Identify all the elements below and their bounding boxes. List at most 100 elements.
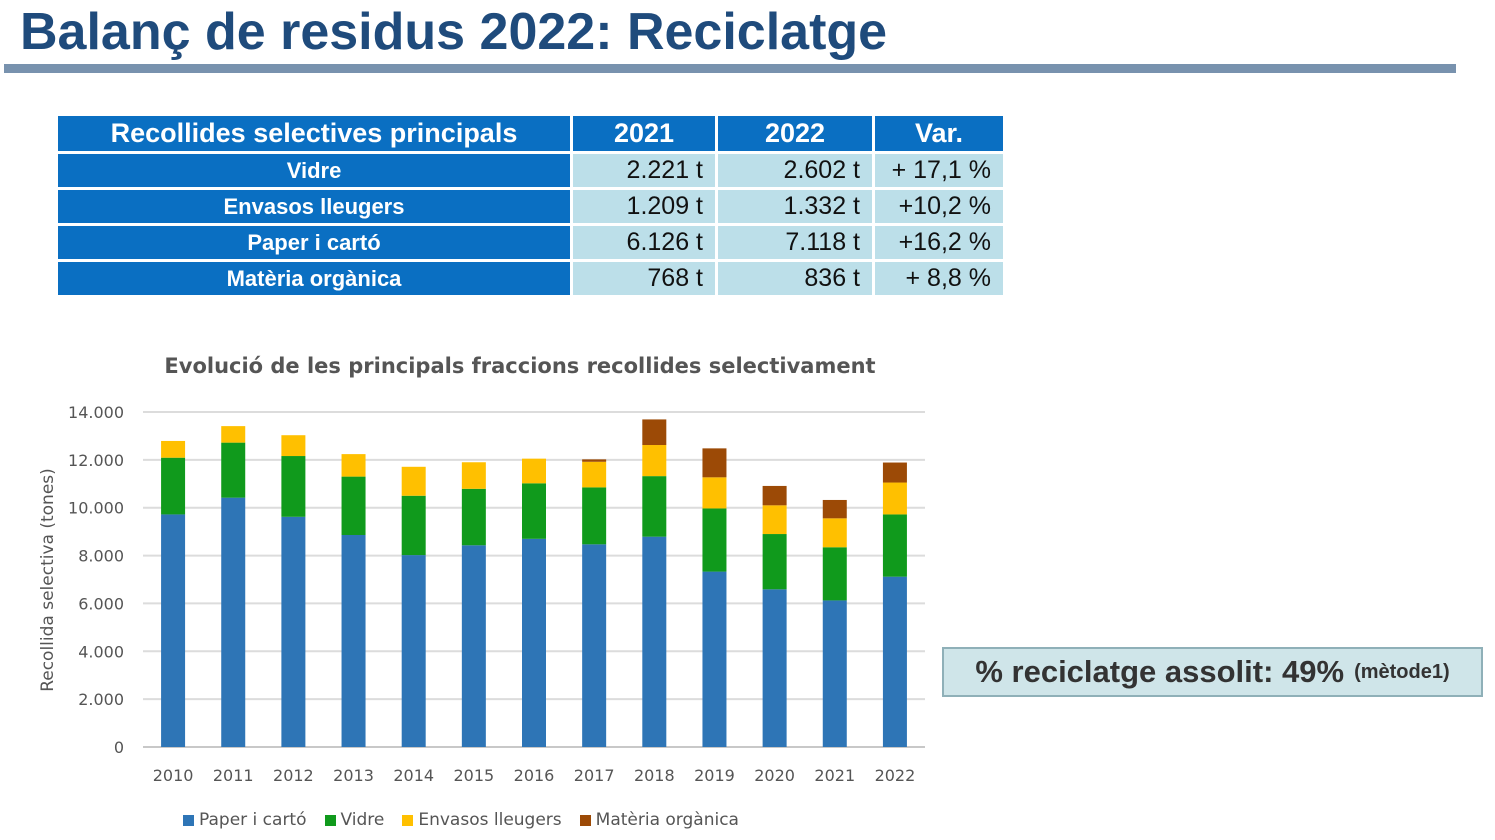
y-tick-label: 10.000: [68, 499, 124, 518]
bar-segment-paper-i-cart-: [522, 538, 546, 747]
value-2021: 1.209 t: [573, 190, 715, 223]
selective-collection-table: Recollides selectives principals 2021 20…: [55, 113, 1006, 298]
legend-swatch: [402, 814, 414, 826]
bar-segment-vidre: [582, 487, 607, 545]
legend-item: Matèria orgànica: [579, 810, 739, 830]
value-var: +10,2 %: [875, 190, 1003, 223]
bar-segment-vidre: [341, 476, 366, 535]
chart-title: Evolució de les principals fraccions rec…: [164, 354, 876, 378]
x-tick-label: 2013: [333, 766, 374, 785]
value-var: +16,2 %: [875, 226, 1003, 259]
row-label: Matèria orgànica: [58, 262, 570, 295]
value-2022: 1.332 t: [718, 190, 872, 223]
x-tick-label: 2016: [514, 766, 555, 785]
x-tick-label: 2015: [453, 766, 494, 785]
value-2021: 2.221 t: [573, 154, 715, 187]
page-title: Balanç de residus 2022: Reciclatge: [20, 3, 888, 61]
bar-segment-vidre: [161, 457, 186, 515]
bar-segment-paper-i-cart-: [582, 544, 607, 747]
value-2021: 6.126 t: [573, 226, 715, 259]
bar-segment-vidre: [221, 442, 246, 498]
table-row: Matèria orgànica 768 t 836 t + 8,8 %: [58, 262, 1003, 295]
bar-segment-paper-i-cart-: [882, 576, 907, 747]
x-tick-label: 2012: [273, 766, 314, 785]
x-tick-label: 2011: [213, 766, 254, 785]
bar-segment-envasos-lleugers: [461, 462, 486, 489]
value-2022: 2.602 t: [718, 154, 872, 187]
bar-segment-envasos-lleugers: [762, 505, 787, 535]
bar-segment-envasos-lleugers: [221, 426, 246, 443]
stacked-bar-chart: 0 2.000 4.000 6.000 8.000 10.000 12.000 14.000 2…: [68, 403, 925, 785]
table-row: Envasos lleugers 1.209 t 1.332 t +10,2 %: [58, 190, 1003, 223]
bar-segment-vidre: [522, 483, 546, 539]
recycling-rate: % reciclatge assolit: 49%: [975, 654, 1345, 689]
bar-segment-envasos-lleugers: [582, 461, 607, 488]
bar-segment-paper-i-cart-: [281, 516, 306, 747]
column-header: 2022: [718, 116, 872, 151]
legend-label: Vidre: [340, 810, 385, 830]
bar-segment-mat-ria-org-nica: [702, 448, 727, 478]
y-tick-label: 12.000: [68, 451, 124, 470]
legend-item: Paper i cartó: [183, 810, 307, 830]
bar-segment-envasos-lleugers: [161, 440, 186, 458]
chart-legend: Paper i cartó Vidre Envasos lleugers Matèri…: [183, 810, 739, 830]
recycling-rate-box: % reciclatge assolit: 49% (mètode1): [942, 647, 1483, 697]
legend-swatch: [183, 814, 194, 826]
bar-segment-vidre: [281, 456, 306, 517]
bar-segment-envasos-lleugers: [882, 482, 907, 515]
x-tick-label: 2019: [694, 766, 735, 785]
x-tick-label: 2014: [393, 766, 434, 785]
bar-segment-envasos-lleugers: [281, 435, 306, 457]
bar-segment-envasos-lleugers: [822, 518, 847, 548]
bar-segment-envasos-lleugers: [642, 445, 667, 477]
bar-segment-paper-i-cart-: [161, 514, 186, 747]
x-tick-label: 2021: [814, 766, 855, 785]
bar-segment-vidre: [882, 514, 907, 577]
table-row: Paper i cartó 6.126 t 7.118 t +16,2 %: [58, 226, 1003, 259]
bar-segment-paper-i-cart-: [341, 534, 366, 747]
bar-segment-vidre: [461, 488, 486, 546]
bar-segment-envasos-lleugers: [341, 454, 366, 477]
bar-segment-vidre: [401, 495, 426, 556]
bar-segment-vidre: [642, 476, 667, 537]
bar-segment-paper-i-cart-: [642, 536, 667, 747]
title-divider: [4, 64, 1456, 73]
table-header-row: Recollides selectives principals 2021 20…: [58, 116, 1003, 151]
y-tick-label: 6.000: [78, 594, 124, 613]
row-label: Envasos lleugers: [58, 190, 570, 223]
value-var: + 17,1 %: [875, 154, 1003, 187]
x-tick-label: 2020: [754, 766, 795, 785]
y-tick-label: 8.000: [78, 547, 124, 566]
x-tick-label: 2022: [875, 766, 916, 785]
y-tick-label: 4.000: [78, 642, 124, 661]
bar-segment-envasos-lleugers: [401, 466, 426, 496]
bar-segment-paper-i-cart-: [762, 589, 787, 747]
bar-segment-paper-i-cart-: [221, 497, 246, 747]
bar-segment-paper-i-cart-: [822, 600, 847, 747]
legend-item: Vidre: [324, 810, 385, 830]
legend-swatch: [324, 814, 336, 826]
legend-swatch: [579, 814, 591, 826]
legend-item: Envasos lleugers: [402, 810, 562, 830]
x-tick-label: 2017: [574, 766, 615, 785]
column-header: Var.: [875, 116, 1003, 151]
bar-segment-mat-ria-org-nica: [882, 462, 907, 483]
bar-segment-mat-ria-org-nica: [762, 485, 787, 506]
value-2022: 836 t: [718, 262, 872, 295]
bar-segment-mat-ria-org-nica: [822, 499, 847, 519]
x-tick-label: 2018: [634, 766, 675, 785]
y-tick-label: 0: [114, 738, 124, 757]
bar-segment-paper-i-cart-: [461, 545, 486, 747]
bar-segment-vidre: [702, 508, 727, 572]
x-tick-label: 2010: [153, 766, 194, 785]
legend-label: Envasos lleugers: [418, 810, 562, 830]
value-var: + 8,8 %: [875, 262, 1003, 295]
value-2022: 7.118 t: [718, 226, 872, 259]
recycling-method-note: (mètode1): [1354, 660, 1450, 683]
value-2021: 768 t: [573, 262, 715, 295]
bar-segment-paper-i-cart-: [401, 555, 426, 747]
bar-segment-envasos-lleugers: [522, 458, 546, 484]
bar-segment-paper-i-cart-: [702, 571, 727, 747]
bar-segment-mat-ria-org-nica: [582, 459, 607, 462]
column-header: 2021: [573, 116, 715, 151]
